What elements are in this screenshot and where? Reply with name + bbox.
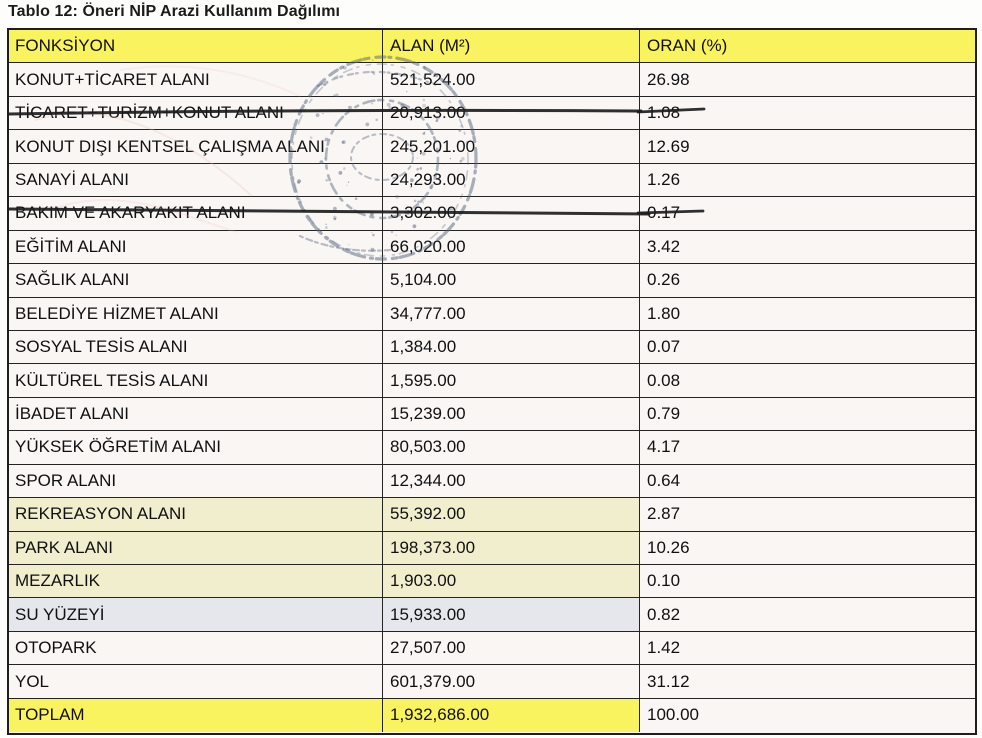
cell-fonksiyon: TOPLAM xyxy=(9,698,382,733)
table-row: KONUT+TİCARET ALANI 521,524.00 26.98 xyxy=(9,63,975,97)
header-alan: ALAN (M²) xyxy=(382,30,639,63)
cell-oran: 1.08 xyxy=(639,96,975,130)
table-row: TİCARET+TURİZM+KONUT ALANI 20,913.00 1.08 xyxy=(9,96,975,131)
table-row: İBADET ALANI 15,239.00 0.79 xyxy=(9,397,975,432)
cell-oran: 1.80 xyxy=(639,297,975,330)
table-row: YÜKSEK ÖĞRETİM ALANI 80,503.00 4.17 xyxy=(9,431,975,465)
header-fonksiyon: FONKSİYON xyxy=(9,30,382,63)
table-row: EĞİTİM ALANI 66,020.00 3.42 xyxy=(9,230,975,265)
cell-oran: 0.17 xyxy=(639,197,975,230)
cell-oran: 12.69 xyxy=(639,130,975,163)
cell-oran: 100.00 xyxy=(639,698,975,733)
table-row: SAĞLIK ALANI 5,104.00 0.26 xyxy=(9,264,975,298)
cell-oran: 10.26 xyxy=(639,531,975,564)
cell-alan: 34,777.00 xyxy=(382,297,639,330)
cell-alan: 1,595.00 xyxy=(382,364,639,397)
cell-alan: 198,373.00 xyxy=(382,531,639,564)
cell-fonksiyon: YÜKSEK ÖĞRETİM ALANI xyxy=(9,431,382,464)
cell-oran: 31.12 xyxy=(639,665,975,698)
table-row: REKREASYON ALANI 55,392.00 2.87 xyxy=(9,498,975,532)
cell-oran: 0.64 xyxy=(639,464,975,498)
cell-alan: 1,903.00 xyxy=(382,565,639,598)
cell-fonksiyon: MEZARLIK xyxy=(9,565,382,598)
table-row: YOL 601,379.00 31.12 xyxy=(9,665,975,699)
table-row-total: TOPLAM 1,932,686.00 100.00 xyxy=(9,698,975,733)
table-row: PARK ALANI 198,373.00 10.26 xyxy=(9,531,975,565)
table-row: OTOPARK 27,507.00 1.42 xyxy=(9,631,975,666)
cell-oran: 4.17 xyxy=(639,431,975,464)
cell-fonksiyon: SPOR ALANI xyxy=(9,464,382,498)
cell-fonksiyon: SAĞLIK ALANI xyxy=(9,264,382,297)
cell-alan: 80,503.00 xyxy=(382,431,639,464)
cell-fonksiyon: OTOPARK xyxy=(9,631,382,665)
cell-fonksiyon: İBADET ALANI xyxy=(9,397,382,431)
cell-oran: 0.07 xyxy=(639,330,975,364)
header-oran: ORAN (%) xyxy=(639,30,975,63)
cell-alan: 12,344.00 xyxy=(382,464,639,498)
table-row: BAKIM VE AKARYAKIT ALANI 3,302.00 0.17 xyxy=(9,197,975,231)
table-header-row: FONKSİYON ALAN (M²) ORAN (%) xyxy=(9,30,975,64)
cell-oran: 0.26 xyxy=(639,264,975,297)
cell-oran: 0.08 xyxy=(639,364,975,397)
cell-fonksiyon: KONUT DIŞI KENTSEL ÇALIŞMA ALANI xyxy=(9,130,382,163)
table-row: MEZARLIK 1,903.00 0.10 xyxy=(9,565,975,599)
cell-alan: 27,507.00 xyxy=(382,631,639,665)
cell-oran: 26.98 xyxy=(639,63,975,96)
cell-oran: 0.10 xyxy=(639,565,975,598)
cell-oran: 3.42 xyxy=(639,230,975,264)
cell-alan: 1,384.00 xyxy=(382,330,639,364)
cell-alan: 20,913.00 xyxy=(382,96,639,130)
table-row: SPOR ALANI 12,344.00 0.64 xyxy=(9,464,975,499)
cell-fonksiyon: SU YÜZEYİ xyxy=(9,598,382,631)
cell-oran: 1.42 xyxy=(639,631,975,665)
cell-oran: 1.26 xyxy=(639,163,975,197)
cell-fonksiyon: YOL xyxy=(9,665,382,698)
table-row: KONUT DIŞI KENTSEL ÇALIŞMA ALANI 245,201.… xyxy=(9,130,975,164)
land-use-table: FONKSİYON ALAN (M²) ORAN (%) KONUT+TİCAR… xyxy=(7,28,977,735)
cell-fonksiyon: SANAYİ ALANI xyxy=(9,163,382,197)
cell-alan: 1,932,686.00 xyxy=(382,698,639,733)
cell-oran: 0.79 xyxy=(639,397,975,431)
table-row: SANAYİ ALANI 24,293.00 1.26 xyxy=(9,163,975,198)
cell-alan: 15,933.00 xyxy=(382,598,639,631)
cell-fonksiyon: KONUT+TİCARET ALANI xyxy=(9,63,382,96)
cell-alan: 3,302.00 xyxy=(382,197,639,230)
cell-fonksiyon: EĞİTİM ALANI xyxy=(9,230,382,264)
cell-alan: 24,293.00 xyxy=(382,163,639,197)
cell-fonksiyon: TİCARET+TURİZM+KONUT ALANI xyxy=(9,96,382,130)
cell-alan: 521,524.00 xyxy=(382,63,639,96)
cell-alan: 66,020.00 xyxy=(382,230,639,264)
cell-fonksiyon: BELEDİYE HİZMET ALANI xyxy=(9,297,382,330)
table-rows: KONUT+TİCARET ALANI 521,524.00 26.98 TİCARE… xyxy=(9,63,975,733)
cell-fonksiyon: BAKIM VE AKARYAKIT ALANI xyxy=(9,197,382,230)
cell-fonksiyon: PARK ALANI xyxy=(9,531,382,564)
cell-fonksiyon: SOSYAL TESİS ALANI xyxy=(9,330,382,364)
table-row: SU YÜZEYİ 15,933.00 0.82 xyxy=(9,598,975,632)
table-row: SOSYAL TESİS ALANI 1,384.00 0.07 xyxy=(9,330,975,365)
cell-oran: 2.87 xyxy=(639,498,975,531)
cell-oran: 0.82 xyxy=(639,598,975,631)
table-row: KÜLTÜREL TESİS ALANI 1,595.00 0.08 xyxy=(9,364,975,398)
cell-alan: 5,104.00 xyxy=(382,264,639,297)
cell-alan: 601,379.00 xyxy=(382,665,639,698)
cell-fonksiyon: REKREASYON ALANI xyxy=(9,498,382,531)
cell-alan: 55,392.00 xyxy=(382,498,639,531)
table-row: BELEDİYE HİZMET ALANI 34,777.00 1.80 xyxy=(9,297,975,331)
table-title: Tablo 12: Öneri NİP Arazi Kullanım Dağıl… xyxy=(8,3,341,20)
cell-alan: 15,239.00 xyxy=(382,397,639,431)
cell-fonksiyon: KÜLTÜREL TESİS ALANI xyxy=(9,364,382,397)
cell-alan: 245,201.00 xyxy=(382,130,639,163)
